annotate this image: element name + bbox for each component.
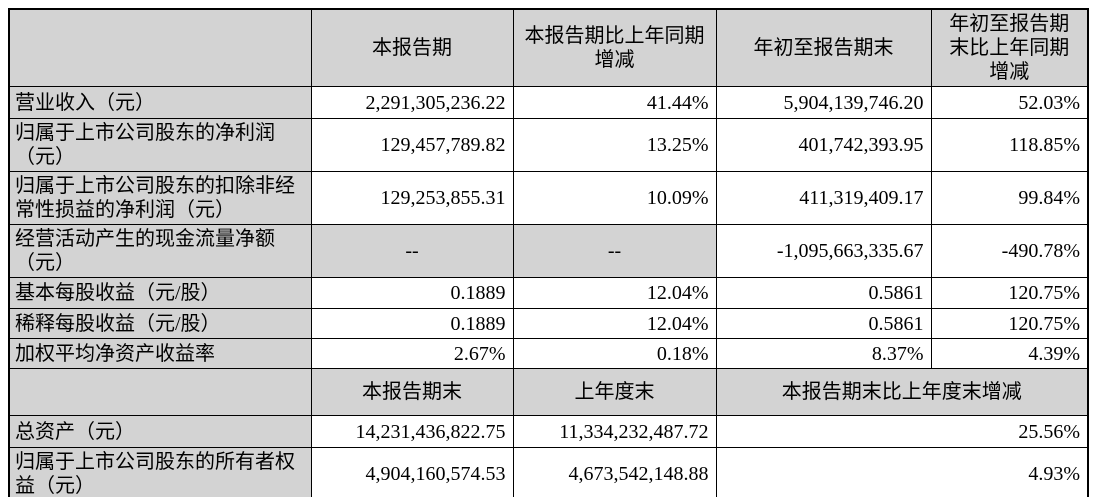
cell-net-profit-ytd: 401,742,393.95 (715, 118, 932, 172)
table-row-net-profit: 归属于上市公司股东的净利润（元） 129,457,789.82 13.25% 4… (8, 118, 1089, 172)
row-label-net-profit-excl: 归属于上市公司股东的扣除非经常性损益的净利润（元） (8, 171, 312, 225)
section2-header-row: 本报告期末 上年度末 本报告期末比上年度末增减 (8, 368, 1089, 416)
row-label-weighted-avg-roe: 加权平均净资产收益率 (8, 338, 312, 369)
col-header-end-of-prior-year: 上年度末 (512, 368, 717, 416)
row-label-revenue: 营业收入（元） (8, 86, 312, 119)
row-label-net-profit: 归属于上市公司股东的净利润（元） (8, 118, 312, 172)
cell-net-profit-excl-current: 129,253,855.31 (310, 171, 514, 225)
section2-corner-cell (8, 368, 312, 416)
col-header-ytd-yoy-change: 年初至报告期末比上年同期增减 (930, 8, 1089, 87)
section1-header-row: 本报告期 本报告期比上年同期增减 年初至报告期末 年初至报告期末比上年同期增减 (8, 8, 1089, 87)
cell-revenue-ytd: 5,904,139,746.20 (715, 86, 932, 119)
cell-equity-change: 4.93% (715, 447, 1089, 497)
col-header-end-of-period: 本报告期末 (310, 368, 514, 416)
cell-basic-eps-yoy: 12.04% (512, 277, 717, 309)
cell-equity-period-end: 4,904,160,574.53 (310, 447, 514, 497)
cell-diluted-eps-current: 0.1889 (310, 308, 514, 339)
cell-roe-ytd-yoy: 4.39% (930, 338, 1089, 369)
cell-diluted-eps-ytd: 0.5861 (715, 308, 932, 339)
row-label-operating-cash-flow: 经营活动产生的现金流量净额（元） (8, 224, 312, 278)
row-label-total-assets: 总资产（元） (8, 415, 312, 448)
table-row-revenue: 营业收入（元） 2,291,305,236.22 41.44% 5,904,13… (8, 86, 1089, 119)
cell-basic-eps-ytd-yoy: 120.75% (930, 277, 1089, 309)
table-row-total-assets: 总资产（元） 14,231,436,822.75 11,334,232,487.… (8, 415, 1089, 448)
table-row-basic-eps: 基本每股收益（元/股） 0.1889 12.04% 0.5861 120.75% (8, 277, 1089, 309)
cell-diluted-eps-yoy: 12.04% (512, 308, 717, 339)
cell-basic-eps-ytd: 0.5861 (715, 277, 932, 309)
cell-revenue-yoy: 41.44% (512, 86, 717, 119)
row-label-basic-eps: 基本每股收益（元/股） (8, 277, 312, 309)
cell-net-profit-excl-ytd: 411,319,409.17 (715, 171, 932, 225)
cell-cash-flow-current-na: -- (310, 224, 514, 278)
table-row-operating-cash-flow: 经营活动产生的现金流量净额（元） -- -- -1,095,663,335.67… (8, 224, 1089, 278)
row-label-diluted-eps: 稀释每股收益（元/股） (8, 308, 312, 339)
cell-roe-yoy: 0.18% (512, 338, 717, 369)
table-row-diluted-eps: 稀释每股收益（元/股） 0.1889 12.04% 0.5861 120.75% (8, 308, 1089, 339)
cell-basic-eps-current: 0.1889 (310, 277, 514, 309)
col-header-period-end-vs-prior-year-change: 本报告期末比上年度末增减 (715, 368, 1089, 416)
row-label-shareholders-equity: 归属于上市公司股东的所有者权益（元） (8, 447, 312, 497)
col-header-year-to-date: 年初至报告期末 (715, 8, 932, 87)
col-header-period-yoy-change: 本报告期比上年同期增减 (512, 8, 717, 87)
cell-cash-flow-ytd: -1,095,663,335.67 (715, 224, 932, 278)
cell-equity-prior-year-end: 4,673,542,148.88 (512, 447, 717, 497)
cell-cash-flow-ytd-yoy: -490.78% (930, 224, 1089, 278)
cell-net-profit-yoy: 13.25% (512, 118, 717, 172)
cell-revenue-ytd-yoy: 52.03% (930, 86, 1089, 119)
cell-roe-current: 2.67% (310, 338, 514, 369)
table-row-weighted-avg-roe: 加权平均净资产收益率 2.67% 0.18% 8.37% 4.39% (8, 338, 1089, 369)
cell-total-assets-period-end: 14,231,436,822.75 (310, 415, 514, 448)
table-row-shareholders-equity: 归属于上市公司股东的所有者权益（元） 4,904,160,574.53 4,67… (8, 447, 1089, 497)
col-header-current-period: 本报告期 (310, 8, 514, 87)
cell-total-assets-prior-year-end: 11,334,232,487.72 (512, 415, 717, 448)
table-row-net-profit-excl-nonrecurring: 归属于上市公司股东的扣除非经常性损益的净利润（元） 129,253,855.31… (8, 171, 1089, 225)
cell-revenue-current: 2,291,305,236.22 (310, 86, 514, 119)
cell-cash-flow-yoy-na: -- (512, 224, 717, 278)
cell-net-profit-excl-ytd-yoy: 99.84% (930, 171, 1089, 225)
cell-diluted-eps-ytd-yoy: 120.75% (930, 308, 1089, 339)
cell-net-profit-current: 129,457,789.82 (310, 118, 514, 172)
cell-total-assets-change: 25.56% (715, 415, 1089, 448)
key-financials-table: 本报告期 本报告期比上年同期增减 年初至报告期末 年初至报告期末比上年同期增减 … (8, 8, 1089, 497)
cell-roe-ytd: 8.37% (715, 338, 932, 369)
cell-net-profit-ytd-yoy: 118.85% (930, 118, 1089, 172)
section1-corner-cell (8, 8, 312, 87)
cell-net-profit-excl-yoy: 10.09% (512, 171, 717, 225)
